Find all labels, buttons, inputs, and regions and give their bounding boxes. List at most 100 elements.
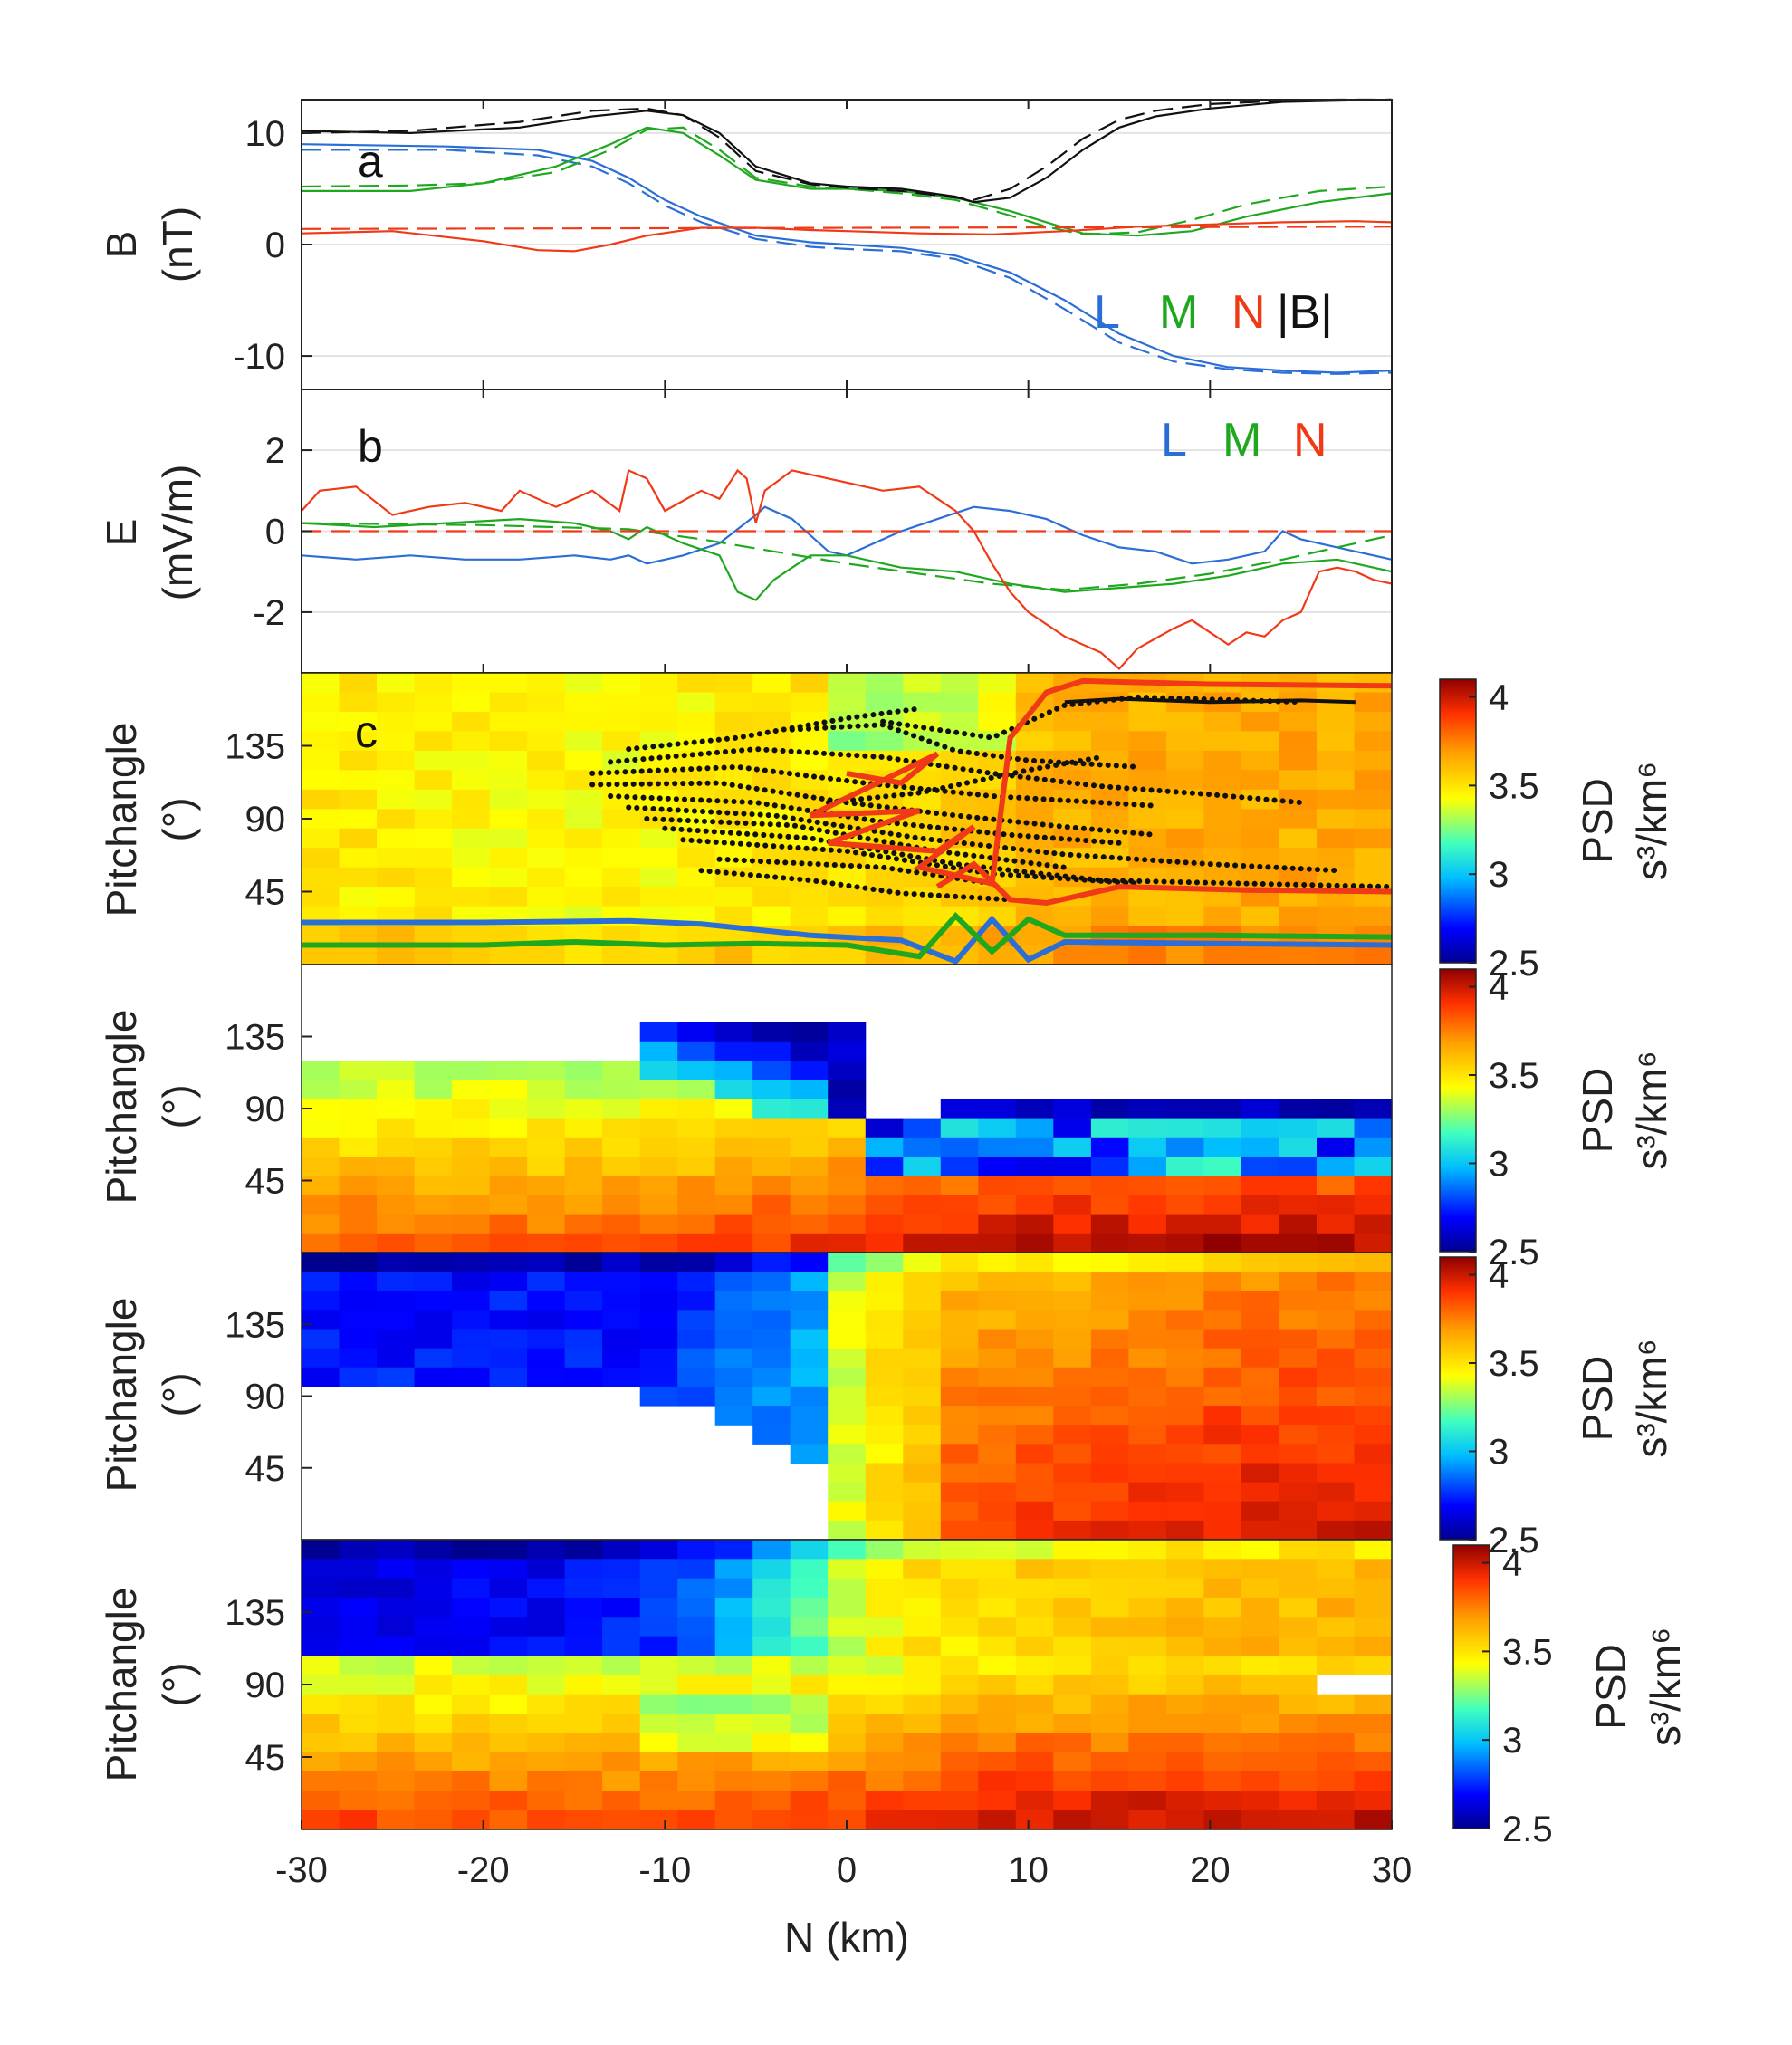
panel-f-cell bbox=[865, 1752, 904, 1772]
panel-e-cell bbox=[452, 1272, 491, 1291]
panel-c-cell bbox=[302, 789, 340, 810]
panel-f-cell bbox=[790, 1540, 829, 1560]
panel-d-cell bbox=[302, 1233, 340, 1253]
panel-e-cell bbox=[865, 1367, 904, 1387]
panel-f-cell bbox=[677, 1714, 716, 1733]
panel-c-cell bbox=[1203, 711, 1242, 732]
panel-f-cell bbox=[1241, 1656, 1279, 1675]
panel-a-ylabel-1: B bbox=[98, 231, 145, 259]
panel-e-cell bbox=[714, 1329, 753, 1349]
panel-f-frame bbox=[301, 1539, 1393, 1830]
panel-f-ytick-label: 90 bbox=[245, 1666, 286, 1705]
panel-f-cell bbox=[639, 1540, 678, 1560]
panel-f-cell bbox=[1015, 1617, 1054, 1637]
panel-f-cell bbox=[527, 1559, 566, 1579]
trajectory-dotted bbox=[644, 816, 1068, 870]
panel-f-cell bbox=[1279, 1791, 1318, 1811]
panel-d-cell bbox=[828, 1080, 867, 1099]
panel-e-cell bbox=[302, 1329, 340, 1349]
panel-e-ytick-label: 90 bbox=[245, 1378, 286, 1417]
panel-c-cell bbox=[564, 828, 603, 849]
panel-b-series-L-solid bbox=[301, 505, 1393, 565]
panel-d-cell bbox=[677, 1099, 716, 1119]
panel-c-cell bbox=[940, 731, 979, 752]
panel-f-cell bbox=[452, 1617, 491, 1637]
panel-e-cell bbox=[978, 1291, 1017, 1311]
panel-d-cell bbox=[1317, 1176, 1356, 1195]
panel-e-cell bbox=[752, 1329, 791, 1349]
panel-c-cell bbox=[1354, 828, 1393, 849]
panel-f-cell bbox=[752, 1598, 791, 1618]
panel-f-cell bbox=[828, 1771, 867, 1791]
panel-e-cell bbox=[1128, 1253, 1167, 1272]
legend-b-N: N bbox=[1293, 414, 1327, 466]
panel-d-cell bbox=[1165, 1176, 1204, 1195]
legend-a-B: |B| bbox=[1277, 286, 1333, 339]
panel-e-cell bbox=[1317, 1272, 1356, 1291]
panel-d-cell bbox=[903, 1233, 942, 1253]
panel-c-cell bbox=[1317, 770, 1356, 791]
panel-a-series-N-dashed bbox=[301, 226, 1393, 230]
panel-f-cell bbox=[302, 1578, 340, 1599]
panel-d-cell bbox=[452, 1233, 491, 1253]
panel-f-cell bbox=[677, 1810, 716, 1830]
panel-c-cell bbox=[865, 887, 904, 907]
panel-f-cell bbox=[1128, 1771, 1167, 1791]
panel-d-cell bbox=[1354, 1099, 1393, 1119]
panel-d-cell bbox=[677, 1118, 716, 1138]
panel-e-ylabel-1: Pitchangle bbox=[98, 1298, 145, 1493]
panel-d-ytick-label: 45 bbox=[245, 1162, 286, 1202]
panel-f-cell bbox=[564, 1694, 603, 1714]
panel-c-cell bbox=[489, 848, 528, 869]
panel-c-cell bbox=[714, 673, 753, 694]
panel-d-cell bbox=[752, 1041, 791, 1061]
panel-d-cell bbox=[790, 1041, 829, 1061]
panel-d-cell bbox=[489, 1214, 528, 1234]
panel-c-cell bbox=[414, 809, 453, 830]
panel-f-cell bbox=[677, 1791, 716, 1811]
panel-f-cell bbox=[752, 1656, 791, 1675]
panel-e-cell bbox=[1354, 1406, 1393, 1426]
panel-f-cell bbox=[1165, 1578, 1204, 1599]
panel-f-cell bbox=[1241, 1733, 1279, 1753]
panel-f-cell bbox=[302, 1656, 340, 1675]
panel-e-cell bbox=[302, 1367, 340, 1387]
panel-e-cell bbox=[865, 1253, 904, 1272]
panel-f-cell bbox=[377, 1733, 416, 1753]
panel-f-cell bbox=[752, 1791, 791, 1811]
panel-e-cell bbox=[903, 1253, 942, 1272]
panel-e-cell bbox=[865, 1520, 904, 1541]
panel-e-cell bbox=[452, 1329, 491, 1349]
panel-e-cell bbox=[1128, 1482, 1167, 1503]
panel-f-cell bbox=[1317, 1656, 1356, 1675]
panel-d-cell bbox=[1354, 1195, 1393, 1215]
panel-c-cell bbox=[489, 692, 528, 713]
panel-c-colorbar-tick-label: 4 bbox=[1489, 678, 1509, 718]
panel-e-cell bbox=[639, 1310, 678, 1330]
panel-e-cell bbox=[865, 1444, 904, 1464]
panel-e-cell bbox=[1279, 1253, 1318, 1272]
trajectory-M-line bbox=[302, 911, 1393, 960]
panel-f-cell bbox=[1015, 1559, 1054, 1579]
panel-e-cell bbox=[940, 1329, 979, 1349]
panel-d-cell bbox=[940, 1176, 979, 1195]
panel-f-cell bbox=[377, 1617, 416, 1637]
panel-e-cell bbox=[1203, 1272, 1242, 1291]
panel-f-cell bbox=[677, 1540, 716, 1560]
panel-e-cell bbox=[527, 1310, 566, 1330]
panel-d-cell bbox=[790, 1176, 829, 1195]
panel-d-cell bbox=[602, 1137, 641, 1157]
panel-f-cell bbox=[1053, 1771, 1092, 1791]
panel-c-cell bbox=[639, 770, 678, 791]
panel-c-cell bbox=[1317, 750, 1356, 771]
panel-d-cell bbox=[790, 1195, 829, 1215]
panel-f-cell bbox=[1165, 1636, 1204, 1656]
panel-e-cell bbox=[1317, 1520, 1356, 1541]
panel-c-cell bbox=[677, 770, 716, 791]
panel-f-cell bbox=[865, 1694, 904, 1714]
panel-f-cell bbox=[452, 1694, 491, 1714]
panel-c-cell bbox=[1317, 906, 1356, 926]
panel-f-cell bbox=[1279, 1617, 1318, 1637]
panel-d-cell bbox=[677, 1080, 716, 1099]
panel-e-cell bbox=[564, 1367, 603, 1387]
